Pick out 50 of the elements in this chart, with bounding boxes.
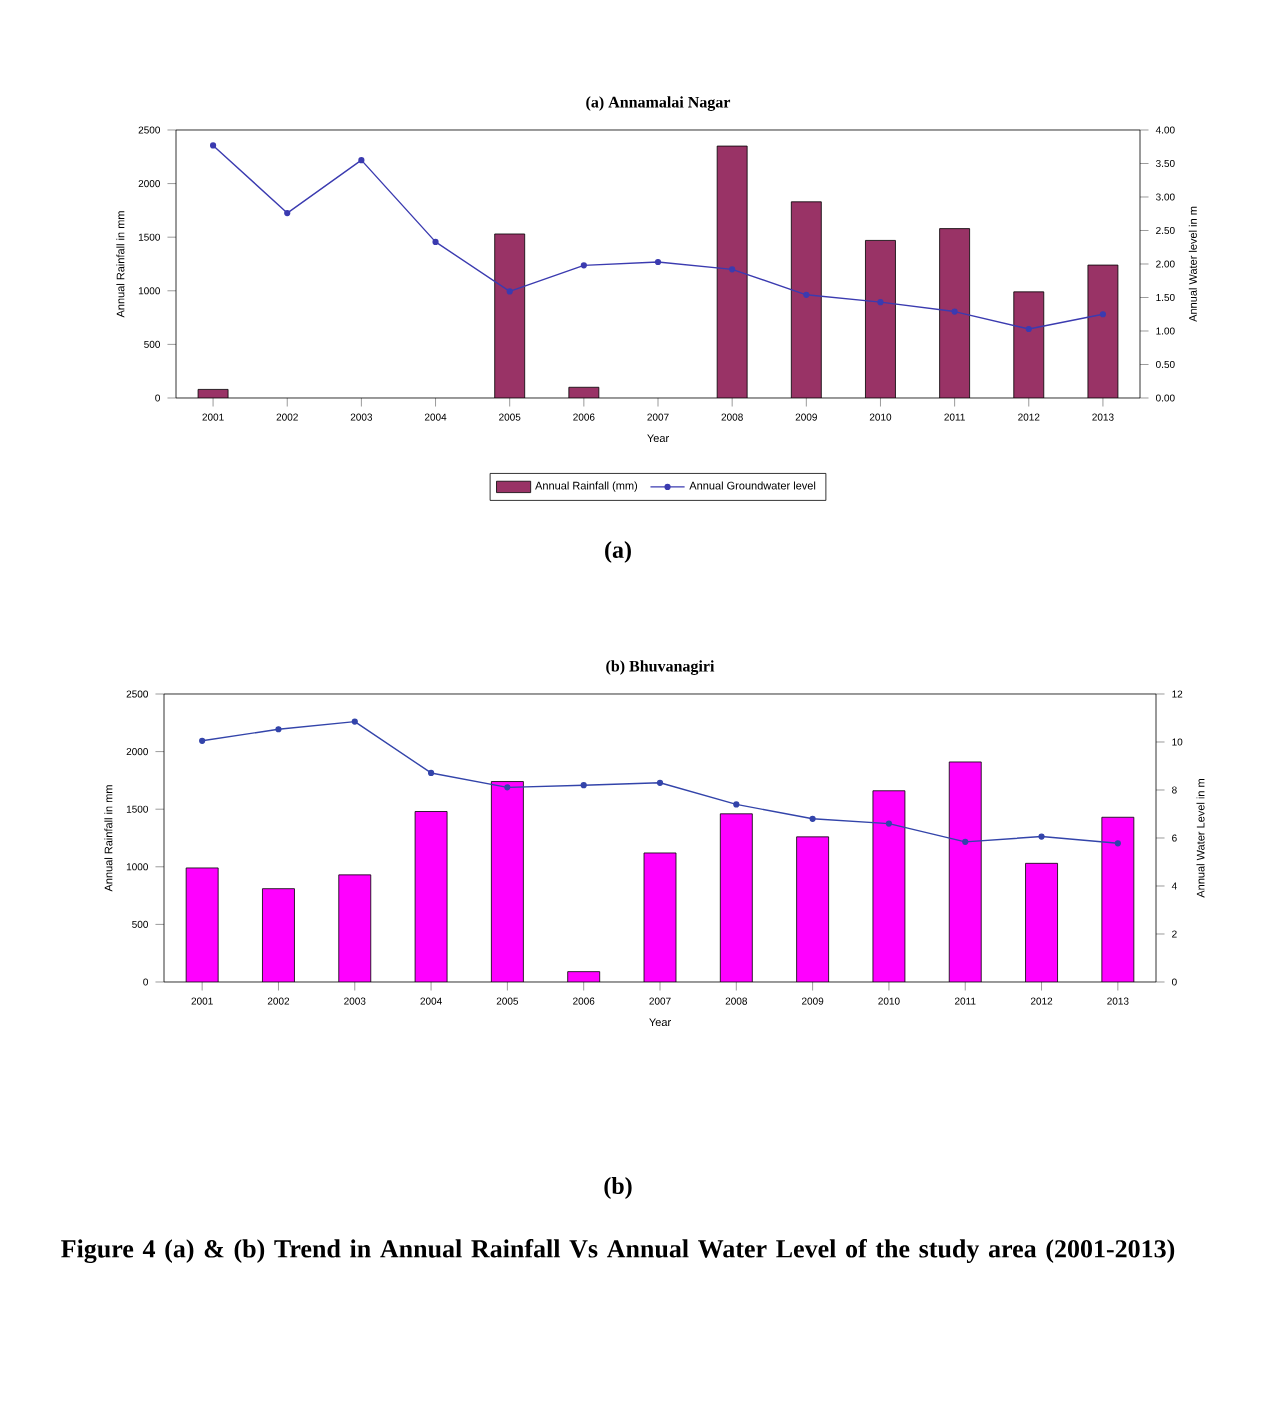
bar: [791, 201, 822, 398]
bar: [939, 228, 970, 398]
point: [729, 266, 736, 273]
point: [656, 779, 664, 786]
bar: [1025, 863, 1058, 982]
point: [877, 299, 884, 306]
point: [432, 238, 439, 245]
caption: Figure 4 (a) & (b) Trend in Annual Rainfall Vs Annual Water Level of the study area (2001-2013): [61, 1239, 1175, 1264]
point: [885, 820, 893, 827]
point: [506, 288, 513, 295]
point: [580, 782, 587, 789]
bar: [338, 874, 371, 982]
point: [275, 726, 282, 733]
point: [654, 258, 662, 266]
point: [1025, 325, 1032, 333]
point: [351, 718, 358, 725]
bar: [949, 761, 982, 982]
bar: [262, 888, 295, 982]
bar: [491, 781, 524, 982]
bar: [872, 790, 905, 982]
point: [504, 784, 511, 791]
point: [809, 815, 816, 822]
bar: [717, 146, 748, 398]
point: [199, 737, 206, 744]
bar: [865, 240, 896, 398]
point: [580, 262, 587, 269]
point: [284, 209, 291, 217]
text: (a): [605, 541, 631, 563]
chart-title: (b) Bhuvanagiri: [606, 660, 715, 675]
bar: [415, 811, 448, 982]
bar: [1013, 291, 1044, 398]
bar: [1101, 816, 1135, 982]
point: [962, 838, 969, 845]
point: [358, 157, 365, 164]
bar: [1087, 264, 1119, 398]
point: [733, 801, 740, 808]
chart-title: (a) Annamalai Nagar: [586, 96, 731, 111]
bar: [186, 867, 219, 982]
bar: [494, 233, 525, 398]
point: [951, 308, 958, 315]
bar: [644, 852, 677, 982]
point: [803, 291, 810, 298]
bar: [796, 836, 829, 982]
point: [1038, 833, 1045, 840]
text: (b): [604, 1177, 632, 1199]
point: [427, 769, 435, 777]
point: [209, 142, 217, 149]
bar: [720, 813, 753, 982]
point: [1099, 311, 1107, 318]
point: [1114, 840, 1121, 847]
